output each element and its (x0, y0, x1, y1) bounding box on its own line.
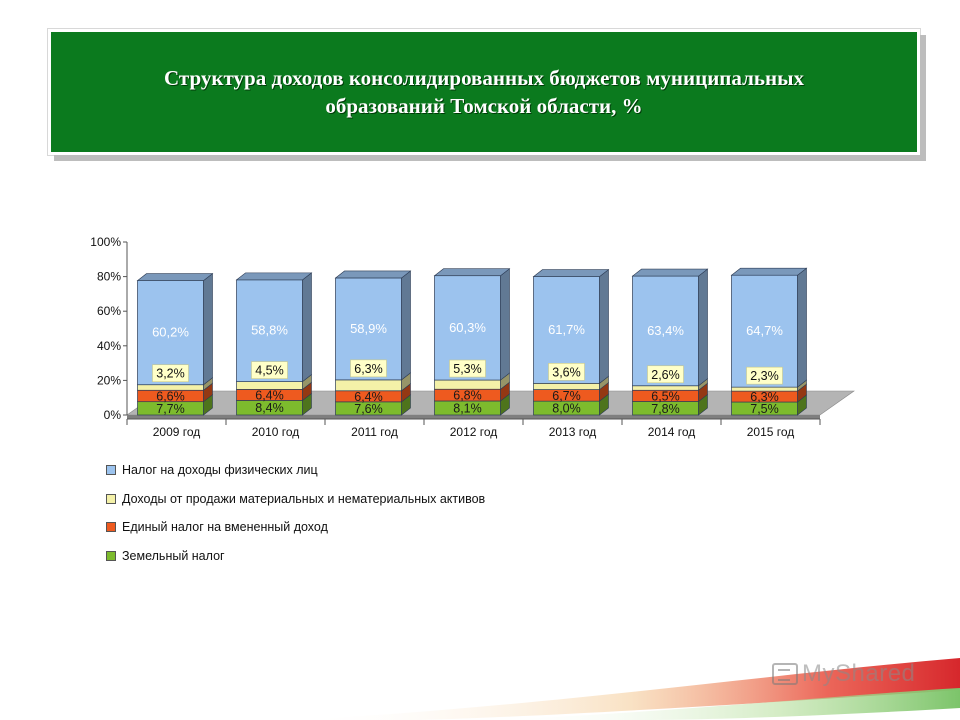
data-label-box (152, 364, 189, 383)
presentation-icon (772, 663, 798, 685)
data-label-box (350, 359, 387, 378)
y-tick-label: 100% (90, 235, 121, 249)
legend-item: Доходы от продажи материальных и нематер… (106, 485, 485, 514)
bar-segment-side (599, 268, 609, 384)
x-tick-label: 2010 год (252, 425, 300, 439)
data-label: 6,7% (552, 389, 581, 403)
bar-top (631, 268, 709, 277)
legend-item: Налог на доходы физических лиц (106, 456, 485, 485)
y-tick-label: 20% (97, 373, 121, 387)
y-tick-label: 40% (97, 339, 121, 353)
brand-name: MyShared (802, 660, 916, 687)
data-label: 2,3% (750, 369, 779, 383)
data-label: 8,0% (552, 402, 581, 416)
data-label-box (746, 366, 783, 385)
legend-item: Единый налог на вмененный доход (106, 513, 485, 542)
data-label: 6,3% (354, 362, 383, 376)
data-label: 6,6% (156, 389, 185, 403)
bar-top (235, 272, 313, 281)
title-banner: Структура доходов консолидированных бюдж… (48, 29, 920, 155)
data-label: 8,1% (453, 401, 482, 415)
x-tick-label: 2015 год (747, 425, 795, 439)
x-tick-label: 2009 год (153, 425, 201, 439)
data-label: 6,5% (651, 389, 680, 403)
bar-segment-side (698, 268, 708, 387)
bar-segment-side (401, 270, 411, 381)
page-title: Структура доходов консолидированных бюдж… (164, 66, 804, 118)
legend-swatch (106, 493, 116, 504)
legend-swatch (106, 522, 116, 533)
x-tick-label: 2014 год (648, 425, 696, 439)
data-label: 4,5% (255, 364, 284, 378)
data-label: 7,6% (354, 402, 383, 416)
data-label: 58,9% (350, 321, 387, 336)
legend-swatch (106, 465, 116, 476)
data-label: 60,3% (449, 320, 486, 335)
legend-label: Доходы от продажи материальных и нематер… (122, 491, 486, 506)
data-label: 5,3% (453, 362, 482, 376)
bar-segment-side (797, 267, 807, 388)
data-label: 63,4% (647, 323, 684, 338)
x-tick-label: 2011 год (351, 425, 398, 439)
data-label: 6,3% (750, 390, 779, 404)
floor-edge (127, 415, 820, 419)
data-label: 60,2% (152, 325, 189, 340)
bar-top (730, 267, 808, 276)
data-label-box (647, 365, 684, 384)
x-tick-label: 2013 год (549, 425, 597, 439)
bar-top (532, 269, 610, 277)
chart-legend: Налог на доходы физических лиц Доходы от … (106, 456, 485, 570)
data-label: 61,7% (548, 322, 585, 337)
bar-top (136, 273, 214, 281)
y-tick-label: 80% (97, 270, 121, 284)
data-label: 2,6% (651, 368, 680, 382)
data-label: 3,2% (156, 367, 185, 381)
data-label-box (449, 359, 486, 378)
y-tick-label: 60% (97, 304, 121, 318)
data-label: 3,6% (552, 365, 581, 379)
legend-label: Единый налог на вмененный доход (122, 520, 328, 535)
x-tick-label: 2012 год (450, 425, 498, 439)
data-label: 6,4% (354, 390, 383, 404)
bar-top (433, 268, 511, 277)
bar-top (334, 270, 412, 279)
data-label: 6,8% (453, 389, 482, 403)
bar-segment-side (500, 268, 510, 381)
data-label: 6,4% (255, 388, 284, 402)
brand-watermark: MyShared (772, 660, 915, 688)
legend-label: Земельный налог (122, 549, 225, 564)
data-label-box (251, 361, 288, 379)
data-label: 58,8% (251, 323, 288, 338)
legend-swatch (106, 551, 116, 562)
legend-label: Налог на доходы физических лиц (122, 463, 318, 478)
bar-segment-side (302, 272, 312, 383)
data-label: 7,7% (156, 402, 185, 416)
data-label: 7,5% (750, 402, 779, 416)
data-label-box (548, 363, 585, 381)
data-label: 8,4% (255, 401, 284, 415)
data-label: 7,8% (651, 402, 680, 416)
y-tick-label: 0% (104, 408, 122, 422)
legend-item: Земельный налог (106, 542, 485, 571)
data-label: 64,7% (746, 323, 783, 338)
bar-segment-side (203, 272, 213, 386)
